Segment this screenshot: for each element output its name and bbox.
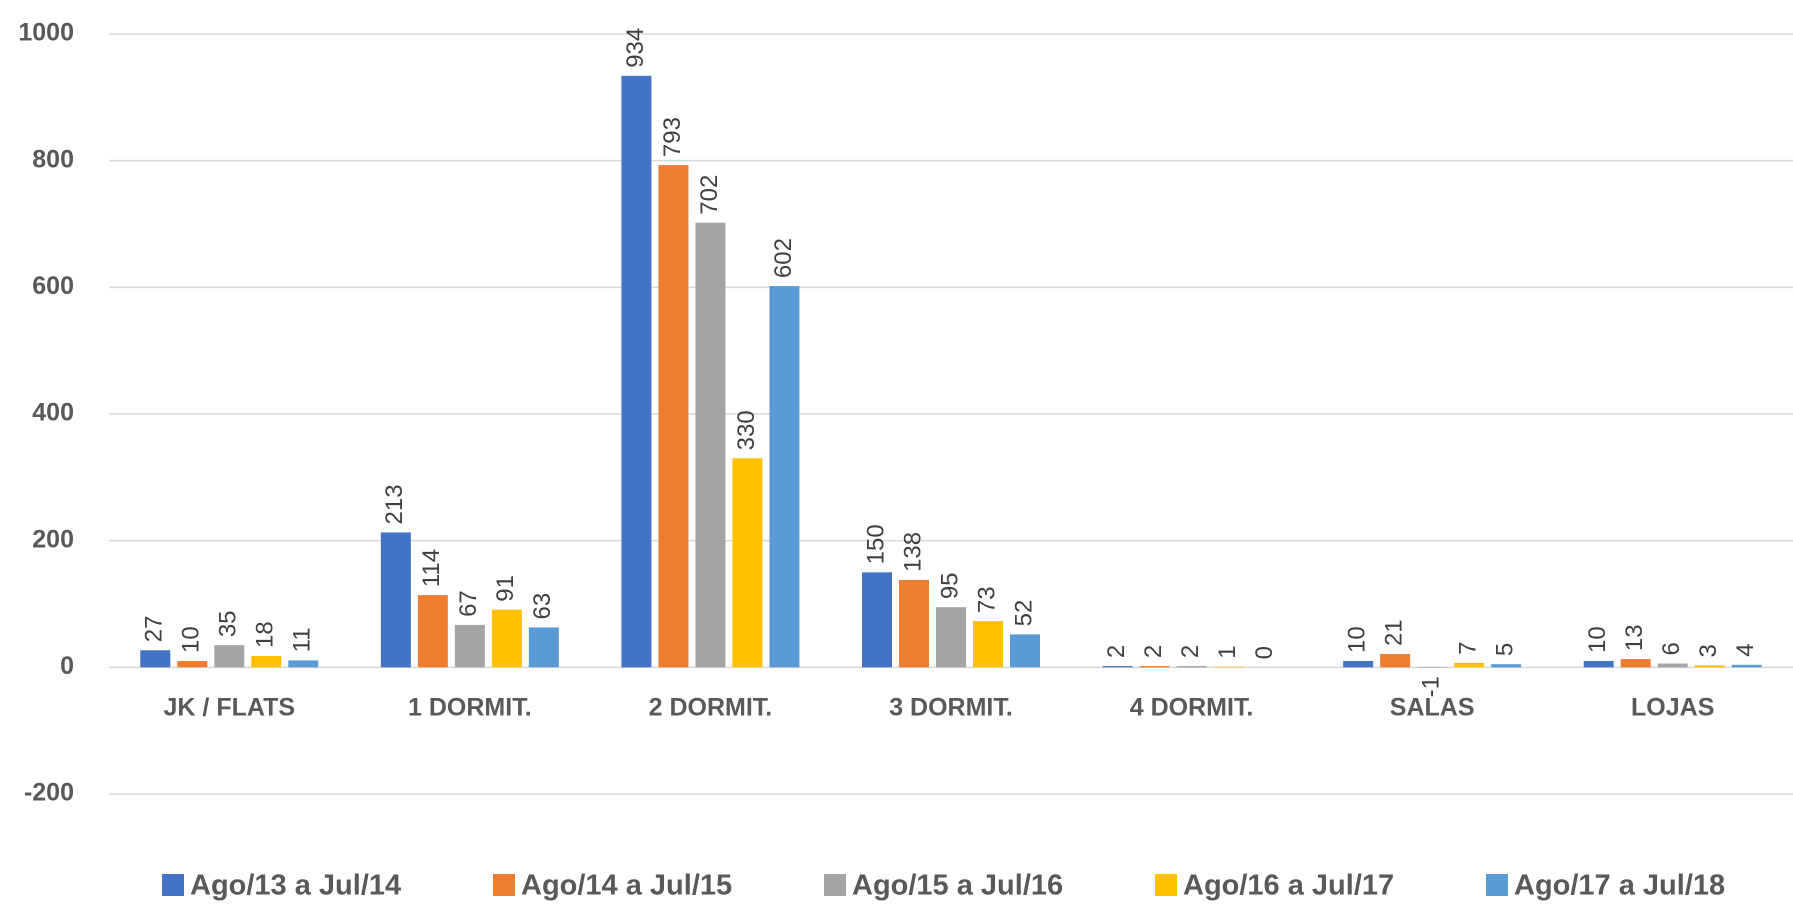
- bar: [1417, 667, 1448, 668]
- value-label: 63: [529, 593, 556, 620]
- value-label: 2: [1177, 645, 1204, 658]
- y-tick-label: 1000: [18, 19, 74, 47]
- value-label: 13: [1621, 624, 1648, 651]
- y-tick-label: 200: [32, 525, 74, 553]
- value-label: 2: [1140, 645, 1167, 658]
- bar: [380, 532, 411, 668]
- value-label: 91: [492, 575, 519, 602]
- legend-label: Ago/17 a Jul/18: [1514, 870, 1725, 902]
- value-label: 10: [1343, 626, 1370, 653]
- legend-label: Ago/16 a Jul/17: [1183, 870, 1394, 902]
- x-tick-label: 3 DORMIT.: [889, 694, 1013, 722]
- value-label: 67: [455, 590, 482, 617]
- bar: [732, 458, 763, 668]
- legend-swatch: [1486, 874, 1508, 896]
- bar: [695, 222, 726, 668]
- bar: [1454, 662, 1485, 668]
- value-label: 213: [381, 484, 408, 524]
- value-label: 934: [622, 28, 649, 68]
- bar: [1380, 654, 1411, 668]
- value-label: 95: [936, 572, 963, 599]
- y-tick-label: 600: [32, 272, 74, 300]
- value-label: 2: [1103, 645, 1130, 658]
- legend-label: Ago/15 a Jul/16: [852, 870, 1063, 902]
- value-label: 21: [1380, 619, 1407, 646]
- bar: [177, 661, 208, 668]
- value-label: 18: [252, 621, 279, 648]
- value-label: 10: [1584, 626, 1611, 653]
- x-tick-label: LOJAS: [1631, 694, 1714, 722]
- legend-swatch: [824, 874, 846, 896]
- bar: [899, 579, 929, 668]
- value-label: 793: [659, 117, 686, 157]
- bar: [1139, 666, 1170, 668]
- bar: [1343, 661, 1374, 668]
- y-tick-label: 800: [32, 145, 74, 173]
- bar: [1213, 666, 1244, 668]
- value-label: 10: [178, 626, 205, 653]
- y-tick-label: 0: [60, 652, 74, 680]
- x-tick-label: SALAS: [1390, 694, 1475, 722]
- x-tick-label: 4 DORMIT.: [1130, 694, 1254, 722]
- bar: [528, 627, 559, 668]
- value-label: 4: [1732, 643, 1759, 656]
- bar: [621, 75, 652, 668]
- bar: [288, 660, 319, 668]
- value-label: 0: [1251, 646, 1278, 659]
- bar: [251, 655, 282, 668]
- value-label: 5: [1491, 643, 1518, 656]
- bar: [862, 572, 892, 668]
- bar: [973, 621, 1003, 668]
- value-label: 1: [1214, 645, 1241, 658]
- value-label: 150: [862, 524, 889, 564]
- legend-swatch: [1155, 874, 1177, 896]
- value-label: 35: [215, 610, 242, 637]
- bar: [1731, 664, 1762, 668]
- bar: [1010, 634, 1040, 668]
- bar: [1620, 659, 1651, 668]
- x-tick-label: 1 DORMIT.: [408, 694, 532, 722]
- bar: [769, 286, 800, 668]
- bar: [1583, 661, 1614, 668]
- bar: [1491, 664, 1522, 668]
- x-tick-label: 2 DORMIT.: [649, 694, 773, 722]
- value-label: 6: [1658, 642, 1685, 655]
- bar: [1694, 665, 1725, 668]
- value-label: 330: [733, 410, 760, 450]
- bar: [1657, 663, 1688, 668]
- value-label: 138: [899, 532, 926, 572]
- y-tick-label: -200: [24, 779, 74, 807]
- legend-swatch: [493, 874, 515, 896]
- bar: [214, 645, 245, 668]
- bar: [417, 595, 448, 668]
- bar: [658, 165, 689, 668]
- bar: [140, 650, 171, 668]
- legend-label: Ago/13 a Jul/14: [190, 870, 401, 902]
- value-label: 73: [973, 586, 1000, 613]
- y-tick-label: 400: [32, 399, 74, 427]
- value-label: 114: [418, 549, 445, 587]
- bar: [1102, 666, 1133, 668]
- value-label: 11: [289, 627, 316, 652]
- legend-label: Ago/14 a Jul/15: [521, 870, 732, 902]
- value-label: 3: [1695, 644, 1722, 657]
- value-label: 702: [696, 175, 723, 215]
- value-label: 27: [141, 616, 168, 643]
- bar: [491, 609, 522, 668]
- bar: [1176, 666, 1207, 668]
- value-label: 52: [1010, 600, 1037, 627]
- value-label: -1: [1417, 676, 1444, 697]
- value-label: 7: [1454, 642, 1481, 655]
- value-label: 602: [770, 238, 797, 278]
- bar: [454, 624, 485, 668]
- x-tick-label: JK / FLATS: [164, 694, 295, 722]
- bar: [936, 607, 966, 668]
- legend-swatch: [162, 874, 184, 896]
